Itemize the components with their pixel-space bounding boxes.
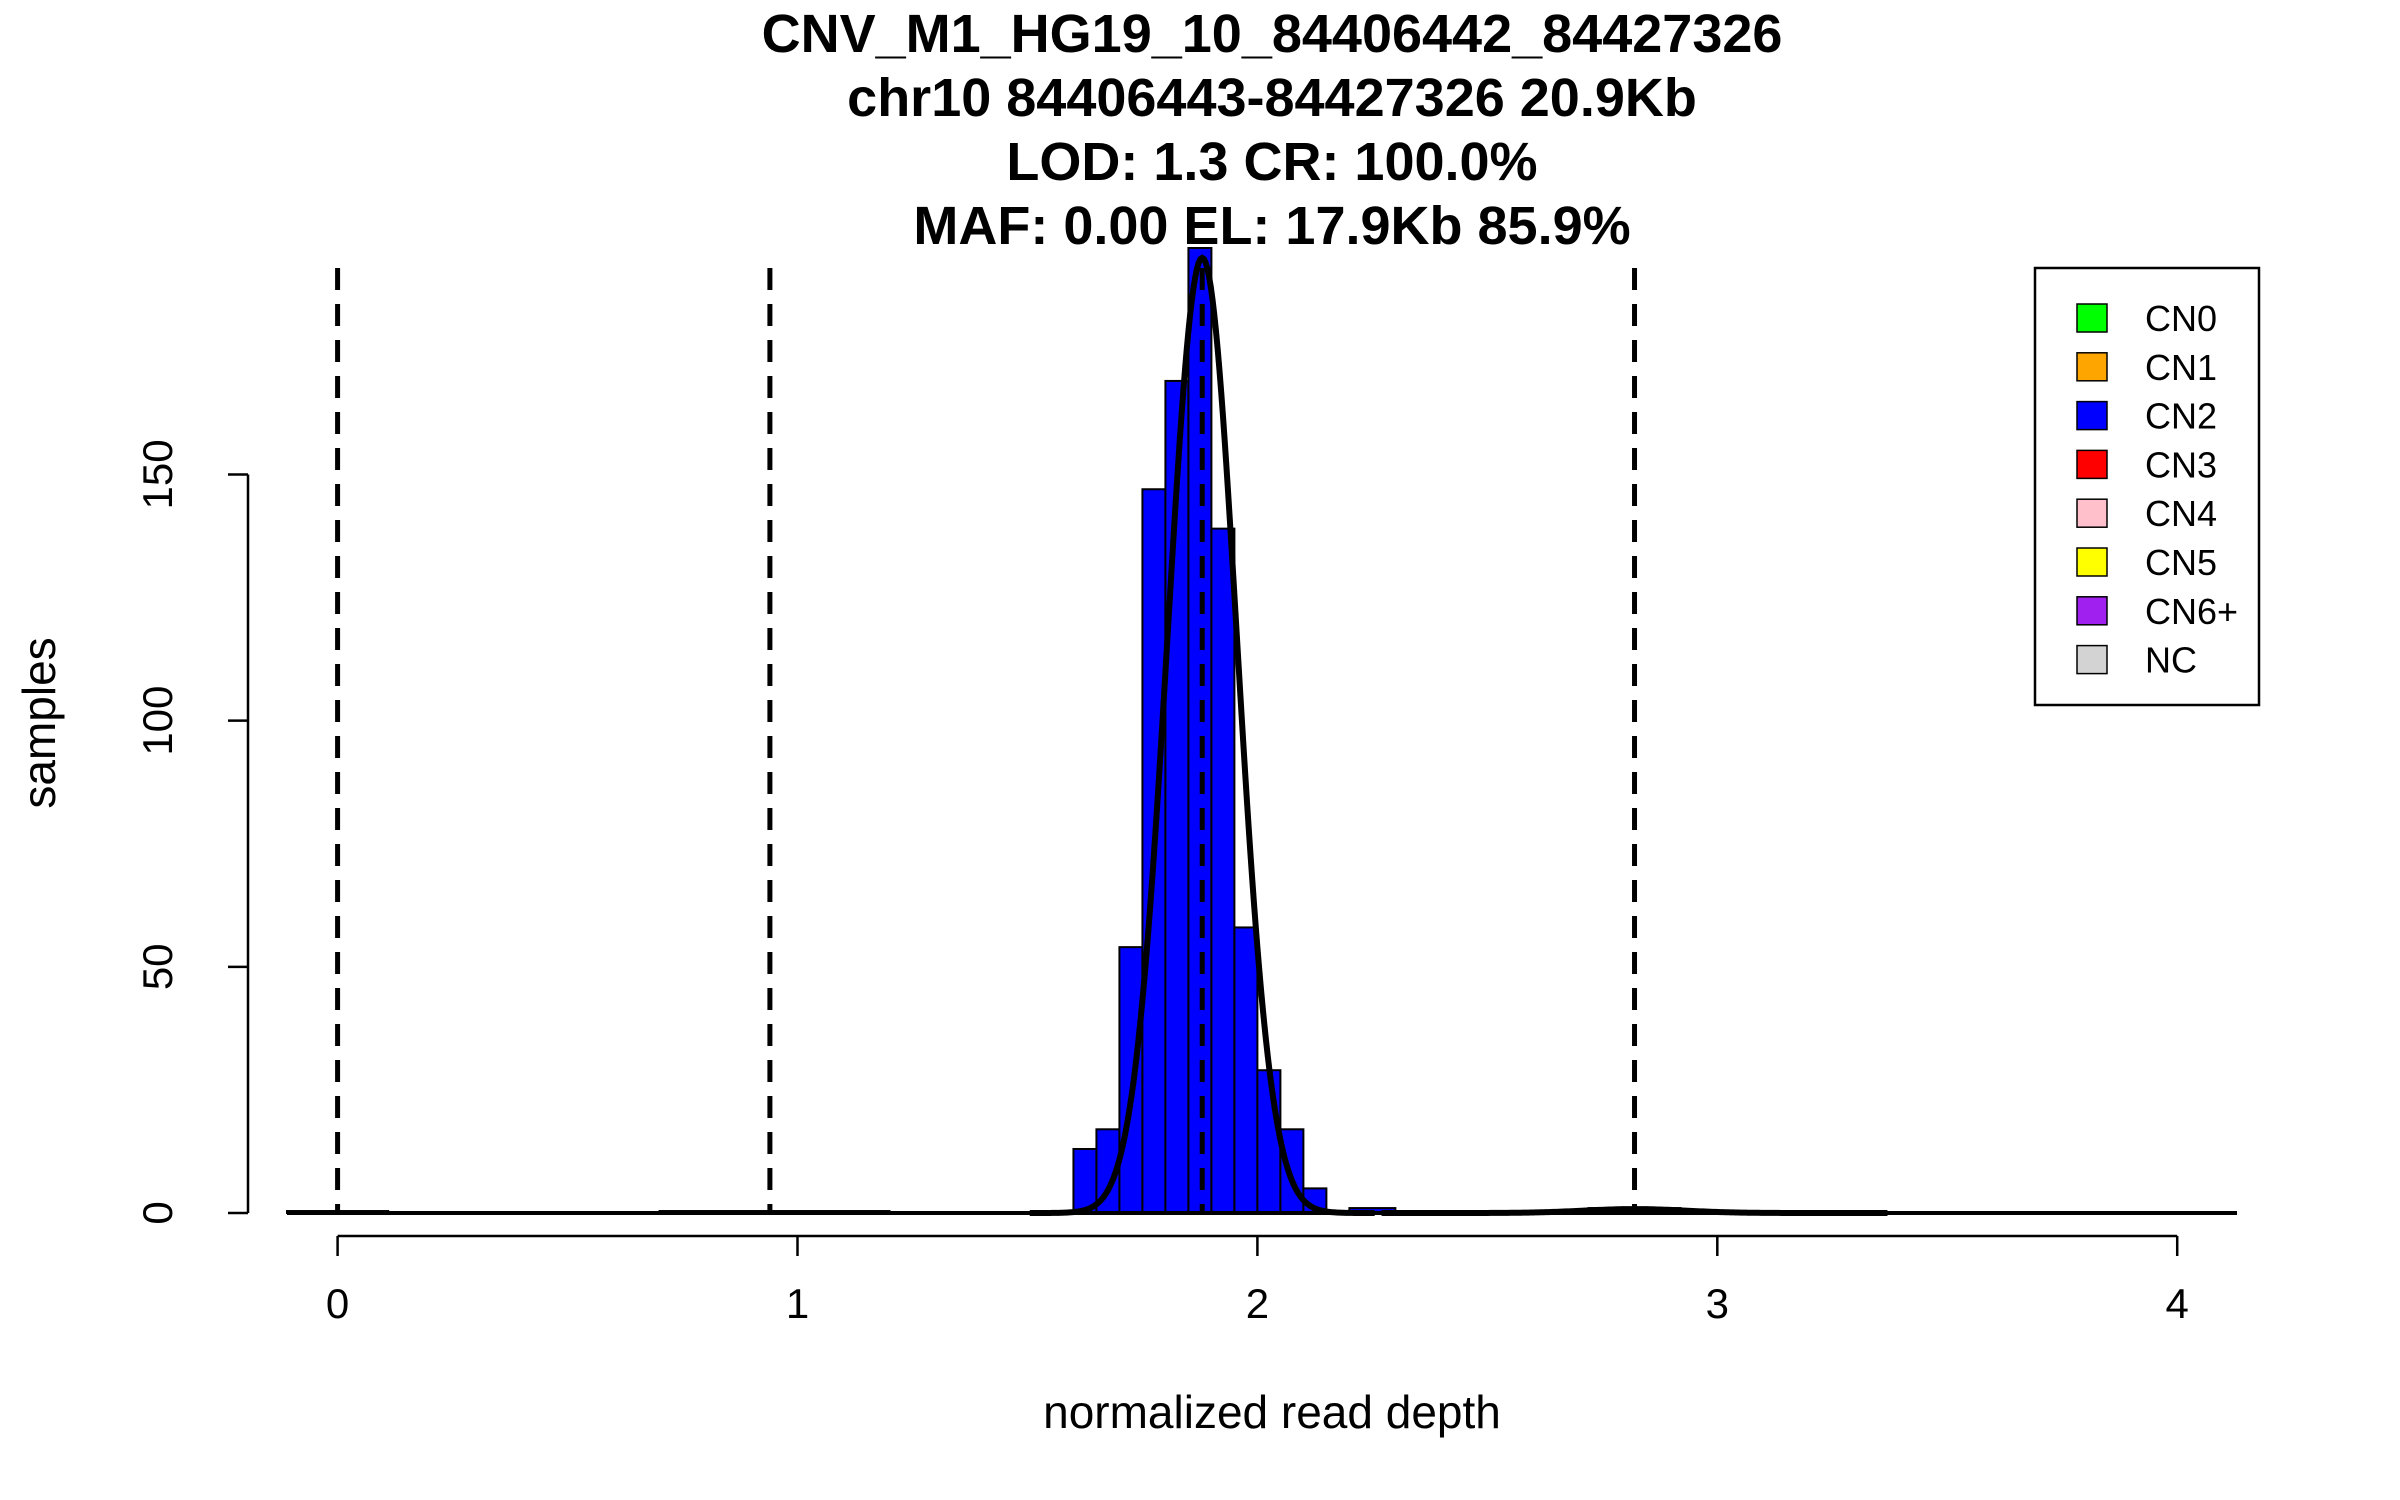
y-tick-label: 50 — [134, 943, 181, 990]
legend-label: CN5 — [2145, 542, 2217, 583]
title-line-4: MAF: 0.00 EL: 17.9Kb 85.9% — [913, 196, 1630, 256]
title-line-2: chr10 84406443-84427326 20.9Kb — [847, 68, 1697, 128]
histogram-bars — [286, 247, 1829, 1215]
legend-label: CN2 — [2145, 396, 2217, 437]
legend-label: CN0 — [2145, 298, 2217, 339]
y-tick-label: 150 — [134, 439, 181, 509]
legend-swatch — [2076, 400, 2108, 431]
legend-label: CN3 — [2145, 444, 2217, 485]
legend-box — [2033, 266, 2261, 707]
legend: CN0 CN1 CN2 CN3 CN4 CN5 CN6+ NC — [2033, 266, 2261, 707]
x-tick-label: 0 — [326, 1280, 349, 1327]
y-axis-label: samples — [13, 637, 65, 808]
legend-swatch — [2076, 644, 2108, 675]
chart-title: CNV_M1_HG19_10_84406442_84427326 chr10 8… — [762, 4, 1783, 256]
title-line-1: CNV_M1_HG19_10_84406442_84427326 — [762, 4, 1783, 64]
histogram-bar — [1210, 527, 1236, 1214]
cutoff-lines — [335, 268, 1638, 1213]
title-line-3: LOD: 1.3 CR: 100.0% — [1006, 132, 1537, 192]
legend-label: CN4 — [2145, 493, 2217, 534]
legend-swatch — [2076, 303, 2108, 333]
legend-swatch — [2076, 449, 2108, 480]
x-tick-label: 4 — [2166, 1280, 2189, 1327]
legend-swatch — [2076, 352, 2108, 382]
legend-swatch — [2076, 498, 2108, 528]
x-tick-label: 1 — [786, 1280, 809, 1327]
legend-swatch — [2076, 547, 2108, 577]
legend-label: CN6+ — [2145, 591, 2238, 632]
legend-entries: CN0 CN1 CN2 CN3 CN4 CN5 CN6+ NC — [2076, 298, 2238, 681]
y-tick-label: 100 — [134, 686, 181, 756]
x-axis: 0 1 2 3 4 — [326, 1234, 2189, 1327]
y-tick-label: 0 — [134, 1201, 181, 1224]
density-curve — [1029, 254, 1375, 1216]
legend-swatch — [2076, 596, 2108, 626]
x-tick-label: 3 — [1706, 1280, 1729, 1327]
legend-label: NC — [2145, 640, 2197, 681]
x-tick-label: 2 — [1246, 1280, 1269, 1327]
x-axis-label: normalized read depth — [1043, 1386, 1501, 1438]
y-axis: 0 50 100 150 — [134, 439, 250, 1225]
histogram-bar — [1233, 926, 1259, 1214]
legend-label: CN1 — [2145, 347, 2217, 388]
histogram-bar — [1256, 1069, 1282, 1214]
